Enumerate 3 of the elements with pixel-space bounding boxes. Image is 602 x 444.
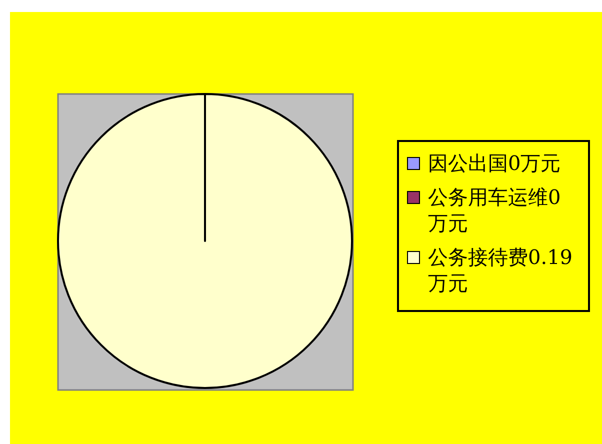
legend-label: 因公出国0万元 [428,150,562,176]
legend-label: 公务用车运维0万元 [428,184,562,236]
legend-label: 公务接待费0.19万元 [428,244,574,296]
